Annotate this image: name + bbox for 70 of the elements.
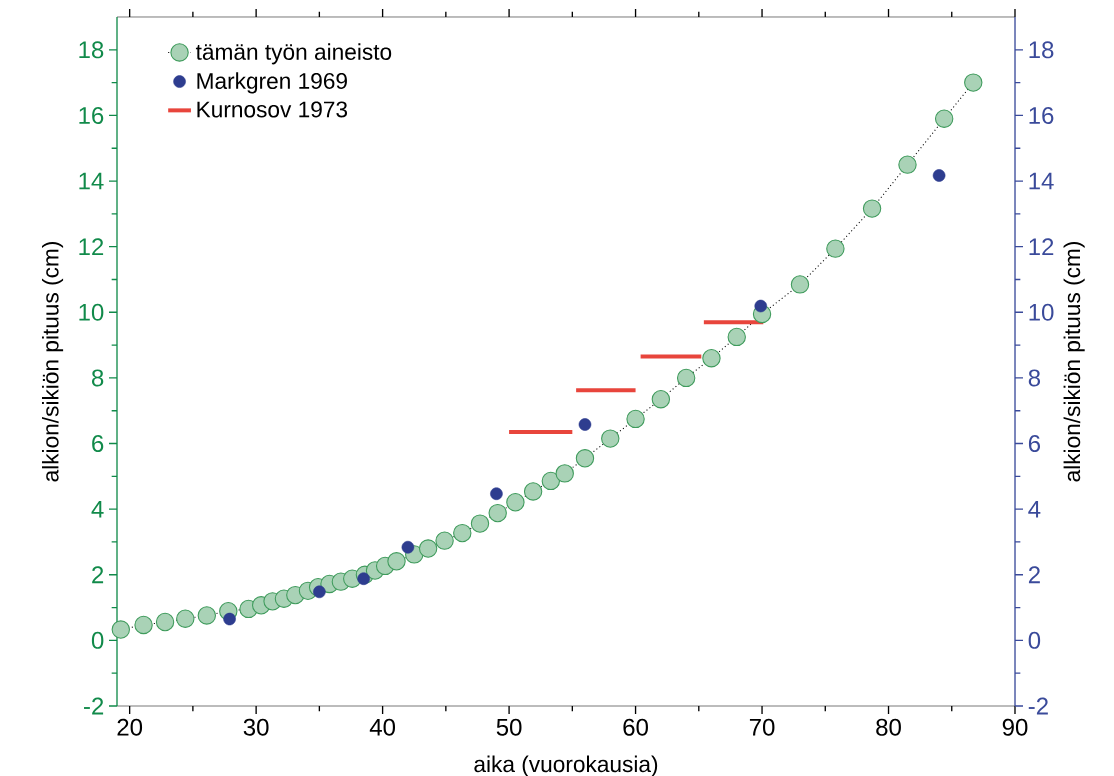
y-tick-label: 12 bbox=[79, 238, 104, 256]
point bbox=[490, 487, 503, 500]
point bbox=[488, 503, 507, 523]
point bbox=[555, 464, 574, 483]
x-tick-label: 60 bbox=[623, 718, 648, 736]
y2-tick-label: 16 bbox=[1029, 106, 1054, 124]
x-tick-label: 90 bbox=[1002, 718, 1028, 736]
x-tick-label: 70 bbox=[749, 718, 775, 736]
point bbox=[176, 609, 195, 628]
y2-tick-label: 18 bbox=[1029, 41, 1054, 59]
y2-tick-label: 14 bbox=[1029, 172, 1054, 190]
y-tick-label: 10 bbox=[79, 303, 104, 321]
point bbox=[934, 109, 954, 128]
point bbox=[197, 606, 217, 625]
point bbox=[223, 612, 236, 626]
point bbox=[541, 471, 561, 491]
y-tick-label: 16 bbox=[79, 106, 104, 124]
legend-label: tämän työn aineisto bbox=[195, 43, 392, 65]
y2-tick-label: 10 bbox=[1029, 303, 1054, 321]
point bbox=[651, 390, 671, 409]
point bbox=[932, 169, 946, 182]
y-tick-label: 0 bbox=[91, 631, 104, 649]
y-tick-label: 14 bbox=[79, 172, 104, 190]
y2-tick-label: 12 bbox=[1029, 238, 1054, 256]
point bbox=[523, 482, 543, 501]
point bbox=[435, 531, 454, 550]
point bbox=[111, 620, 131, 639]
legend-label: Markgren 1969 bbox=[197, 72, 347, 94]
point bbox=[601, 429, 620, 448]
point bbox=[790, 275, 810, 294]
y-tick-label: -2 bbox=[84, 697, 104, 715]
point bbox=[626, 409, 645, 429]
point bbox=[387, 552, 406, 571]
point bbox=[453, 523, 472, 543]
y2-tick-label: 2 bbox=[1028, 566, 1040, 584]
point bbox=[470, 514, 490, 533]
point bbox=[578, 418, 592, 431]
x-tick-label: 50 bbox=[496, 718, 522, 736]
y-tick-label: 8 bbox=[91, 369, 104, 387]
y-tick-label: 2 bbox=[92, 566, 104, 584]
y2-tick-label: -2 bbox=[1028, 697, 1048, 715]
point bbox=[418, 539, 438, 558]
legend-label: Kurnosov 1973 bbox=[197, 101, 348, 118]
y2-tick-label: 4 bbox=[1028, 500, 1041, 518]
point bbox=[155, 612, 175, 632]
y-tick-label: 18 bbox=[79, 41, 104, 59]
y-axis-title: alkion/sikiön pituus (cm) bbox=[41, 242, 64, 482]
point bbox=[401, 540, 415, 554]
y2-tick-label: 8 bbox=[1028, 369, 1041, 387]
y2-tick-label: 6 bbox=[1028, 435, 1041, 453]
point bbox=[826, 239, 845, 258]
point bbox=[575, 449, 595, 468]
x-axis-title: aika (vuorokausia) bbox=[474, 755, 658, 776]
y2-axis-title: alkion/sikiön pituus (cm) bbox=[1063, 242, 1085, 482]
point bbox=[727, 327, 746, 347]
x-tick-label: 80 bbox=[876, 718, 901, 736]
point bbox=[754, 299, 768, 313]
point bbox=[862, 199, 882, 218]
x-tick-label: 40 bbox=[369, 718, 396, 736]
x-tick-label: 20 bbox=[117, 718, 143, 736]
point bbox=[676, 368, 696, 388]
point bbox=[898, 155, 917, 174]
point bbox=[964, 73, 983, 92]
y2-tick-label: 0 bbox=[1028, 631, 1041, 649]
y-tick-label: 4 bbox=[91, 500, 104, 518]
point bbox=[506, 493, 525, 512]
y-tick-label: 6 bbox=[92, 435, 104, 453]
x-tick-label: 30 bbox=[243, 718, 269, 736]
point bbox=[134, 615, 153, 635]
point bbox=[702, 349, 721, 368]
